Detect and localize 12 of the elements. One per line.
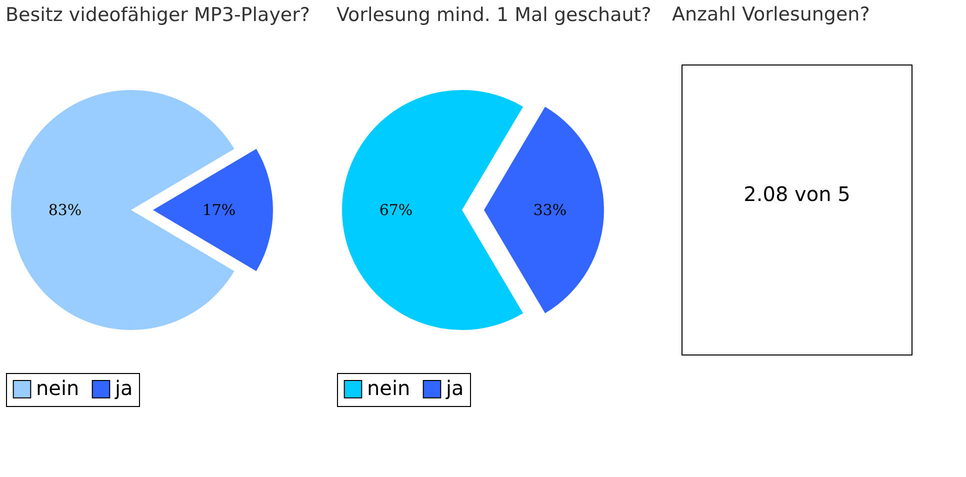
data-label: 67% xyxy=(379,201,413,219)
legend-label: nein xyxy=(36,376,80,400)
data-label: 83% xyxy=(48,201,82,219)
text: Anzahl Vorlesungen? xyxy=(672,4,870,26)
data-label: 17% xyxy=(202,201,236,219)
legend-label: ja xyxy=(114,376,133,400)
chart-title: Vorlesung mind. 1 Mal geschaut? xyxy=(336,4,652,26)
chart-title: Besitz videofähiger MP3-Player? xyxy=(6,4,310,26)
text: 2.08 von 5 xyxy=(744,182,850,206)
data-label: 33% xyxy=(533,201,567,219)
legend-label: nein xyxy=(367,376,410,400)
legend-label: ja xyxy=(445,376,464,400)
